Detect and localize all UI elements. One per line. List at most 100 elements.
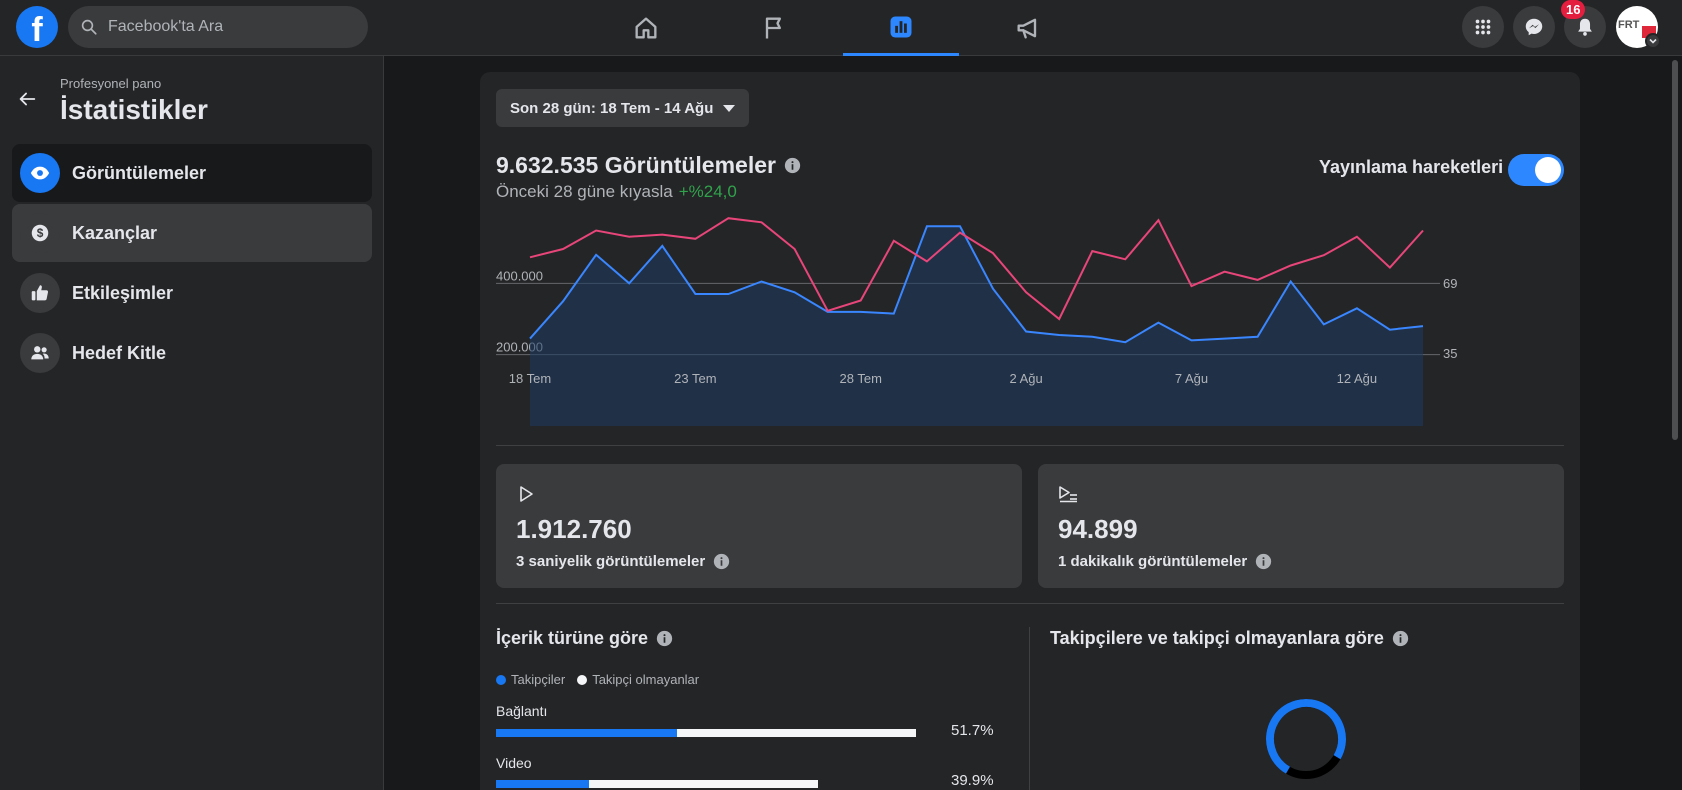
y-right-tick-label: 35 (1443, 346, 1457, 361)
content-type-legend: Takipçiler Takipçi olmayanlar (496, 672, 711, 687)
play-icon (520, 486, 533, 502)
x-tick-label: 7 Ağu (1174, 371, 1209, 386)
sidebar-subtitle: Profesyonel pano (60, 76, 162, 91)
vertical-divider (1029, 627, 1030, 790)
flag-icon (765, 17, 781, 39)
divider (496, 445, 1564, 446)
bar-label: Bağlantı (496, 703, 548, 719)
sidebar-item-label: Etkileşimler (72, 282, 174, 303)
megaphone-icon (1017, 18, 1037, 39)
legend-label: Takipçi olmayanlar (592, 672, 700, 687)
facebook-logo-icon[interactable]: f (16, 6, 58, 48)
chevron-down-icon (1649, 38, 1657, 44)
x-tick-label: 2 Ağu (1009, 371, 1043, 386)
bar-link (496, 729, 916, 737)
toggle-knob (1535, 157, 1561, 183)
home-icon (635, 17, 657, 39)
avatar-text: FRT (1618, 19, 1640, 31)
divider (496, 603, 1564, 604)
bar-percent: 51.7% (951, 722, 994, 739)
sidebar-item-earnings[interactable]: $ Kazançlar (12, 204, 372, 262)
sidebar-item-audience[interactable]: Hedef Kitle (12, 324, 372, 382)
page-title: İstatistikler (60, 94, 208, 125)
stat-label-wrap: 1 dakikalık görüntülemeler (1058, 553, 1272, 570)
stat-label: 1 dakikalık görüntülemeler (1058, 553, 1248, 570)
svg-text:$: $ (37, 226, 44, 240)
x-tick-label: 23 Tem (674, 371, 717, 386)
stat-value: 94.899 (1058, 514, 1138, 544)
sidebar-item-label: Hedef Kitle (72, 342, 167, 363)
account-menu-caret[interactable] (1645, 33, 1661, 49)
sidebar-item-engagement-icon-wrap (20, 273, 60, 313)
donut-arc (1266, 699, 1346, 779)
info-icon[interactable] (1392, 630, 1409, 647)
followers-title: Takipçilere ve takipçi olmayanlara göre (1050, 628, 1409, 649)
legend-dot (496, 674, 506, 685)
total-views: 9.632.535 Görüntülemeler (496, 152, 801, 179)
insights-card: Son 28 gün: 18 Tem - 14 Ağu 9.632.535 Gö… (480, 72, 1580, 790)
top-bar: f Facebook'ta Ara 16 FRT (0, 0, 1682, 56)
bar-non-followers-segment (589, 780, 818, 788)
publishing-actions-toggle[interactable] (1508, 154, 1564, 186)
legend-item-non-followers: Takipçi olmayanlar (577, 672, 699, 687)
eye-icon (30, 166, 50, 180)
total-views-label: 9.632.535 Görüntülemeler (496, 152, 776, 178)
bar-chart-icon (890, 16, 912, 37)
legend-item-followers: Takipçiler (496, 672, 565, 687)
stat-value: 1.912.760 (516, 514, 632, 544)
sidebar-item-views-icon-wrap (20, 153, 60, 193)
legend-dot (577, 674, 588, 685)
y-right-tick-label: 69 (1443, 276, 1457, 291)
bell-icon (1578, 18, 1592, 36)
info-icon[interactable] (1255, 553, 1272, 570)
messenger-button[interactable] (1513, 6, 1555, 48)
sidebar-item-views[interactable]: Görüntülemeler (12, 144, 372, 202)
back-arrow-icon[interactable] (16, 88, 38, 110)
bar-label: Video (496, 755, 532, 771)
stat-3s-views: 1.912.760 3 saniyelik görüntülemeler (496, 464, 1022, 588)
toggle-label: Yayınlama hareketleri (1319, 157, 1504, 177)
nav-tab-pages[interactable] (716, 0, 832, 56)
views-series-line (529, 225, 1424, 344)
sidebar-item-engagement[interactable]: Etkileşimler (12, 264, 372, 322)
legend-label: Takipçiler (511, 672, 566, 687)
nav-tab-ads[interactable] (970, 0, 1086, 56)
content-type-title-text: İçerik türüne göre (496, 628, 649, 648)
publishing-actions-series-line (529, 217, 1424, 321)
compare-change: +%24,0 (678, 182, 737, 201)
info-icon[interactable] (784, 157, 801, 174)
search-icon (81, 19, 97, 35)
sidebar-item-earnings-icon-wrap: $ (20, 213, 60, 253)
stat-1min-views: 94.899 1 dakikalık görüntülemeler (1038, 464, 1564, 588)
stat-label: 3 saniyelik görüntülemeler (516, 553, 706, 570)
play-list-icon (1059, 486, 1077, 503)
grid-menu-icon (1475, 19, 1491, 35)
bar-followers-segment (496, 729, 677, 737)
sidebar-item-label: Görüntülemeler (72, 162, 207, 183)
date-range-dropdown[interactable]: Son 28 gün: 18 Tem - 14 Ağu (496, 89, 750, 127)
content-type-title: İçerik türüne göre (496, 628, 673, 649)
thumbs-up-icon (31, 285, 49, 301)
info-icon[interactable] (656, 630, 673, 647)
search-input[interactable]: Facebook'ta Ara (68, 6, 368, 48)
scrollbar-thumb[interactable] (1672, 60, 1678, 440)
nav-tab-insights[interactable] (843, 0, 959, 56)
bar-video (496, 780, 818, 788)
followers-title-text: Takipçilere ve takipçi olmayanlara göre (1050, 628, 1384, 648)
nav-tab-home[interactable] (588, 0, 704, 56)
notification-badge: 16 (1561, 0, 1586, 19)
x-tick-label: 12 Ağu (1336, 371, 1378, 386)
caret-down-icon (723, 104, 736, 112)
stat-label-wrap: 3 saniyelik görüntülemeler (516, 553, 730, 570)
people-icon (31, 346, 49, 360)
sidebar: Profesyonel pano İstatistikler Görüntüle… (0, 56, 384, 790)
info-icon[interactable] (713, 553, 730, 570)
x-tick-label: 18 Tem (508, 371, 552, 386)
y-left-tick-label: 400.000 (496, 268, 543, 283)
views-area (530, 226, 1423, 426)
menu-button[interactable] (1462, 6, 1504, 48)
compare-label: Önceki 28 güne kıyasla (496, 182, 673, 201)
sidebar-item-audience-icon-wrap (20, 333, 60, 373)
bar-non-followers-segment (676, 729, 916, 737)
bar-followers-segment (496, 780, 590, 788)
